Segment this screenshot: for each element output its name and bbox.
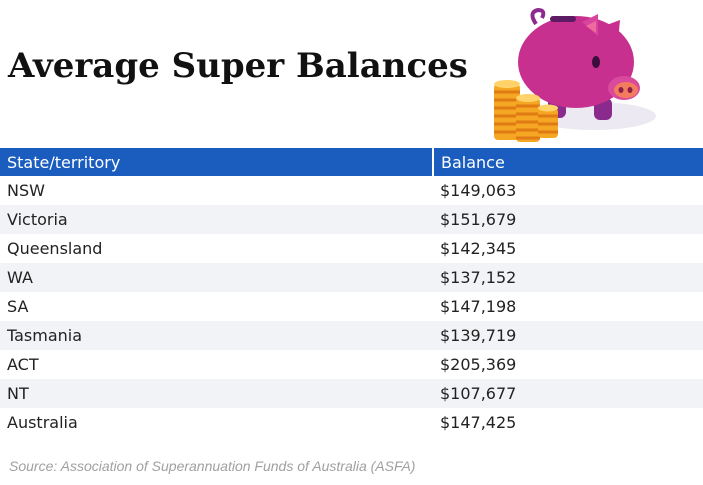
coin-stack-icon: [494, 80, 558, 142]
source-note: Source: Association of Superannuation Fu…: [9, 458, 416, 474]
state-cell: SA: [7, 297, 29, 316]
table-row: Victoria $151,679: [0, 205, 703, 234]
state-cell: WA: [0, 263, 433, 292]
state-cell: ACT: [7, 355, 39, 374]
state-cell: Australia: [7, 413, 78, 432]
table-header-row: State/territory Balance: [0, 148, 703, 176]
balance-cell: $149,063: [440, 181, 517, 200]
state-cell: NSW: [7, 181, 45, 200]
state-cell: Tasmania: [0, 321, 433, 350]
state-cell: Victoria: [0, 205, 433, 234]
table-row: ACT $205,369: [0, 350, 703, 379]
balance-cell: $139,719: [433, 321, 703, 350]
column-header-state: State/territory: [0, 148, 433, 176]
balance-cell: $151,679: [433, 205, 703, 234]
table-row: NT $107,677: [0, 379, 703, 408]
table-row: Tasmania $139,719: [0, 321, 703, 350]
table-row: Queensland $142,345: [0, 234, 703, 263]
column-header-balance: Balance: [432, 148, 703, 176]
page-title: Average Super Balances: [8, 46, 468, 86]
balance-cell: $205,369: [440, 355, 517, 374]
piggy-bank-icon: [494, 7, 656, 142]
balance-cell: $107,677: [433, 379, 703, 408]
balance-cell: $142,345: [440, 239, 517, 258]
balance-cell: $147,425: [440, 413, 517, 432]
table-row: WA $137,152: [0, 263, 703, 292]
table-row: SA $147,198: [0, 292, 703, 321]
table-row: Australia $147,425: [0, 408, 703, 437]
balance-cell: $137,152: [433, 263, 703, 292]
state-cell: NT: [0, 379, 433, 408]
table-row: NSW $149,063: [0, 176, 703, 205]
state-cell: Queensland: [7, 239, 103, 258]
super-balances-table: State/territory Balance NSW $149,063 Vic…: [0, 148, 703, 437]
balance-cell: $147,198: [440, 297, 517, 316]
